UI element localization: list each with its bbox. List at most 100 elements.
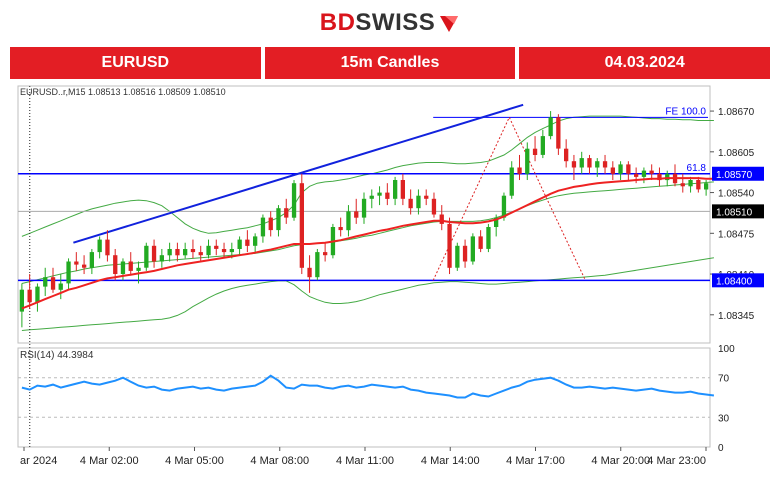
- price-axis-tick-label: 1.08670: [718, 107, 755, 118]
- candle-body: [408, 198, 413, 209]
- header-divider: [515, 47, 520, 79]
- candle-body: [183, 249, 188, 256]
- candle-body: [626, 164, 631, 174]
- candle-body: [167, 249, 172, 256]
- rsi-label: RSI(14) 44.3984: [20, 350, 94, 361]
- candle-body: [315, 252, 320, 278]
- time-axis-tick-label: 4 Mar 17:00: [506, 455, 565, 467]
- candle-body: [595, 161, 600, 168]
- rsi-axis-tick-label: 0: [718, 443, 724, 454]
- price-panel-frame: [17, 85, 711, 344]
- candle-body: [439, 214, 444, 224]
- price-axis-tick-label: 1.08605: [718, 148, 755, 159]
- rsi-line: [21, 374, 715, 399]
- rsi-axis-tick-label: 100: [718, 344, 735, 355]
- candle-body: [159, 255, 164, 262]
- rsi-panel-frame: [17, 347, 711, 448]
- candle-body: [431, 198, 437, 215]
- candle-body: [634, 173, 639, 177]
- candle-body: [540, 136, 545, 155]
- candle-body: [455, 245, 460, 268]
- candle-body: [509, 167, 514, 196]
- logo-swiss-text: SWISS: [355, 9, 436, 36]
- candle-body: [602, 161, 608, 168]
- candle-body: [354, 211, 359, 218]
- rsi-axis-tick-label: 70: [718, 374, 730, 385]
- candle-body: [27, 289, 32, 303]
- candle-body: [447, 223, 452, 268]
- candle-body: [253, 236, 258, 246]
- candle-body: [120, 261, 126, 274]
- candle-body: [105, 239, 110, 256]
- candle-body: [470, 236, 475, 262]
- candle-body: [665, 173, 670, 181]
- symbol-info-label: EURUSD..r,M15 1.08513 1.08516 1.08509 1.…: [20, 87, 226, 97]
- time-axis-tick-label: 4 Mar 05:00: [165, 455, 224, 467]
- candle-body: [144, 245, 149, 268]
- candle-body: [478, 236, 483, 249]
- candle-body: [618, 164, 623, 174]
- candle-body: [50, 277, 56, 290]
- time-axis-tick-label: ar 2024: [20, 455, 57, 467]
- candle-body: [229, 249, 234, 253]
- candle-body: [424, 195, 429, 199]
- candle-body: [260, 217, 266, 237]
- candle-body: [136, 267, 141, 271]
- candle-body: [587, 158, 592, 168]
- candle-body: [696, 180, 701, 190]
- candle-body: [323, 252, 328, 256]
- candle-body: [548, 117, 553, 137]
- support-price-label-box: [712, 273, 764, 288]
- candle-body: [245, 239, 250, 246]
- time-axis-tick-label: 4 Mar 23:00: [647, 455, 706, 467]
- header-timeframe: 15m Candles: [340, 54, 440, 71]
- candle-body: [680, 183, 685, 187]
- brand-logo: BDSWISS: [0, 6, 780, 40]
- candle-body: [400, 180, 405, 199]
- candle-body: [393, 180, 398, 199]
- candle-body: [190, 249, 196, 253]
- candle-body: [338, 227, 343, 231]
- candle-body: [385, 192, 390, 199]
- current-price-label: 1.08510: [716, 207, 753, 218]
- header-date: 04.03.2024: [604, 54, 685, 71]
- candle-body: [175, 249, 180, 256]
- candle-body: [276, 208, 281, 231]
- rsi-axis-tick-label: 30: [718, 413, 730, 424]
- header-divider: [260, 47, 265, 79]
- candle-body: [579, 158, 584, 168]
- fibo-expansion-label: FE 100.0: [665, 106, 706, 117]
- candle-body: [704, 183, 709, 190]
- resistance-price-label: 1.08570: [716, 170, 753, 181]
- candle-body: [486, 227, 491, 249]
- candle-body: [128, 261, 133, 271]
- candle-body: [571, 161, 577, 168]
- candle-body: [610, 167, 615, 174]
- support-price-label: 1.08400: [716, 276, 753, 287]
- candle-body: [494, 217, 499, 227]
- candle-body: [525, 148, 530, 174]
- candle-body: [299, 183, 304, 268]
- candle-body: [214, 245, 219, 249]
- candle-body: [657, 173, 662, 181]
- candle-body: [198, 252, 203, 256]
- candle-body: [532, 148, 538, 155]
- candle-body: [517, 167, 522, 174]
- candle-body: [237, 239, 242, 249]
- price-axis-tick-label: 1.08345: [718, 311, 755, 322]
- candle-body: [556, 117, 561, 149]
- candle-body: [89, 252, 94, 268]
- candle-body: [649, 170, 654, 174]
- current-price-label-box: [712, 204, 764, 219]
- candle-body: [206, 245, 211, 256]
- bollinger-lower-line: [21, 257, 714, 331]
- fibo-618-label: 61.8: [687, 163, 707, 174]
- candle-body: [151, 245, 157, 262]
- trendline: [73, 103, 524, 244]
- candle-body: [82, 264, 87, 268]
- candle-body: [58, 283, 63, 290]
- candle-body: [564, 148, 569, 162]
- candle-body: [268, 217, 273, 231]
- candle-body: [688, 180, 693, 187]
- candle-body: [641, 170, 647, 177]
